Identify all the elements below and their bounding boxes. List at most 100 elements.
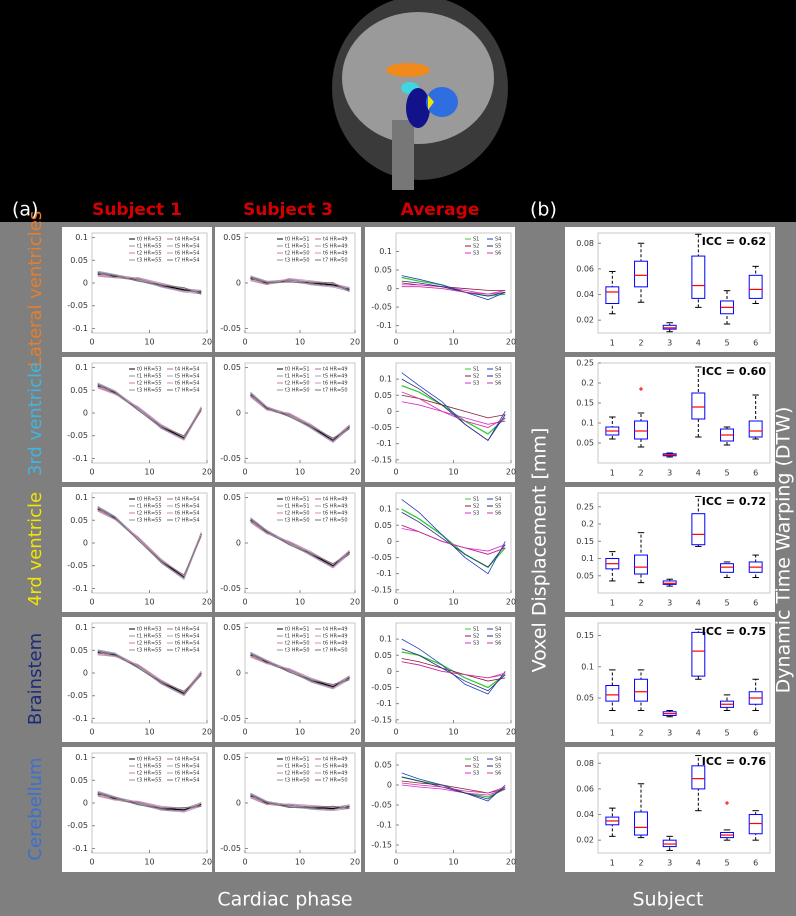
row-label: 3rd ventricle <box>25 362 46 476</box>
x-tick-label: 20 <box>506 338 516 347</box>
x-tick-label: 1 <box>610 599 615 608</box>
legend-label: t7 HR=54 <box>175 258 200 264</box>
y-tick-label: 0.25 <box>576 359 594 368</box>
y-tick-label: 0.05 <box>374 761 392 770</box>
column-header: Subject 1 <box>92 200 182 220</box>
x-tick-label: 20 <box>202 728 212 737</box>
legend-label: t2 HR=50 <box>285 771 310 777</box>
y-tick-label: 0 <box>83 409 88 418</box>
x-tick-label: 20 <box>202 598 212 607</box>
legend-label: t6 HR=54 <box>175 641 200 647</box>
y-tick-label: -0.1 <box>376 439 392 448</box>
legend-label: t5 HR=54 <box>175 634 200 640</box>
legend-label: t5 HR=49 <box>323 504 348 510</box>
y2-axis-label: Dynamic Time Warping (DTW) <box>773 407 795 694</box>
legend-label: S5 <box>495 764 501 770</box>
x-tick-label: 6 <box>753 729 758 738</box>
y-tick-label: -0.1 <box>376 699 392 708</box>
x-tick-label: 20 <box>202 858 212 867</box>
legend-label: t3 HR=50 <box>285 388 310 394</box>
x-tick-label: 6 <box>753 339 758 348</box>
legend-label: t4 HR=54 <box>175 627 200 633</box>
legend-label: t3 HR=55 <box>137 258 162 264</box>
legend-label: S6 <box>495 771 501 777</box>
y-tick-label: 0 <box>387 537 392 546</box>
legend-label: t6 HR=49 <box>323 381 348 387</box>
row-label: Cerebellum <box>25 757 46 860</box>
box <box>749 421 762 437</box>
x-tick-label: 10 <box>448 468 458 477</box>
y-tick-label: 0.05 <box>70 646 88 655</box>
x-tick-label: 10 <box>144 468 154 477</box>
y-tick-label: 0 <box>83 669 88 678</box>
y-tick-label: 0.05 <box>223 233 241 242</box>
y-tick-label: -0.05 <box>67 821 88 830</box>
brainstem <box>406 88 430 128</box>
y-tick-label: -0.1 <box>72 714 88 723</box>
legend-label: t4 HR=49 <box>323 237 348 243</box>
box <box>635 812 648 835</box>
x-tick-label: 5 <box>724 599 729 608</box>
box <box>692 393 705 419</box>
y-tick-label: 0 <box>83 799 88 808</box>
legend-label: S2 <box>473 634 479 640</box>
x-tick-label: 5 <box>724 339 729 348</box>
x-tick-label: 2 <box>638 729 643 738</box>
box <box>635 679 648 701</box>
x-tick-label: 10 <box>295 598 305 607</box>
legend-label: t2 HR=50 <box>285 641 310 647</box>
legend-label: S3 <box>473 511 479 517</box>
legend-label: t1 HR=55 <box>137 634 162 640</box>
y-tick-label: 0 <box>236 799 241 808</box>
x-tick-label: 5 <box>724 859 729 868</box>
legend-label: t4 HR=54 <box>175 237 200 243</box>
y-tick-label: 0.04 <box>576 290 594 299</box>
legend-label: S6 <box>495 641 501 647</box>
x-tick-label: 3 <box>667 599 672 608</box>
x-tick-label: 10 <box>144 598 154 607</box>
box <box>663 840 676 846</box>
y-tick-label: -0.05 <box>371 683 392 692</box>
x-tick-label: 0 <box>242 598 247 607</box>
annotation: ICC = 0.60 <box>702 365 767 378</box>
legend-label: S1 <box>473 237 479 243</box>
legend-label: t2 HR=55 <box>137 511 162 517</box>
x-tick-label: 20 <box>350 338 360 347</box>
x-tick-label: 10 <box>448 338 458 347</box>
y-tick-label: 0.25 <box>576 502 594 511</box>
legend-label: t2 HR=55 <box>137 381 162 387</box>
x-tick-label: 20 <box>202 338 212 347</box>
legend-label: t0 HR=53 <box>137 237 162 243</box>
legend-label: t3 HR=55 <box>137 778 162 784</box>
y-tick-label: -0.1 <box>376 569 392 578</box>
box <box>635 555 648 574</box>
legend-label: t1 HR=55 <box>137 374 162 380</box>
column-header: Subject 3 <box>243 200 333 220</box>
x-tick-label: 3 <box>667 469 672 478</box>
x-tick-label: 4 <box>696 859 701 868</box>
x-tick-label: 20 <box>202 468 212 477</box>
panel-label: (b) <box>530 199 557 221</box>
x-tick-label: 20 <box>350 598 360 607</box>
y-tick-label: -0.1 <box>376 321 392 330</box>
legend-label: t7 HR=54 <box>175 778 200 784</box>
y-tick-label: 0.1 <box>75 233 88 242</box>
box <box>749 815 762 834</box>
legend-label: S1 <box>473 627 479 633</box>
y-tick-label: 0 <box>236 409 241 418</box>
y-tick-label: -0.05 <box>67 431 88 440</box>
legend-label: t0 HR=51 <box>285 627 310 633</box>
legend-label: t2 HR=55 <box>137 251 162 257</box>
legend-label: S6 <box>495 511 501 517</box>
legend-label: S3 <box>473 641 479 647</box>
y-tick-label: 0.1 <box>75 753 88 762</box>
box <box>606 287 619 304</box>
x-tick-label: 4 <box>696 469 701 478</box>
x-tick-label: 20 <box>506 728 516 737</box>
legend-label: t3 HR=55 <box>137 648 162 654</box>
y-tick-label: 0.05 <box>70 516 88 525</box>
y-axis-label: Voxel Displacement [mm] <box>529 428 551 673</box>
y-tick-label: 0 <box>236 539 241 548</box>
box <box>749 275 762 298</box>
box <box>721 564 734 573</box>
